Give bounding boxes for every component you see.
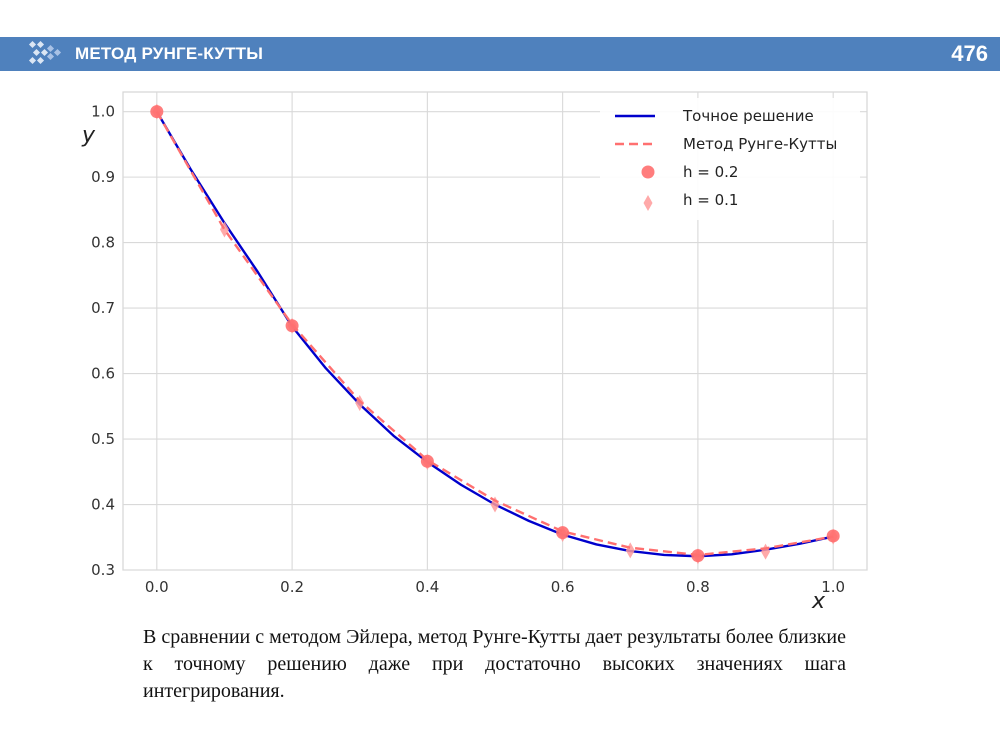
runge-kutta-dashed-line: [155, 111, 834, 557]
y-tick-label: 0.6: [91, 365, 115, 383]
x-tick-label: 0.0: [145, 578, 169, 596]
x-tick-label: 1.0: [821, 578, 845, 596]
y-tick-label: 0.5: [91, 430, 115, 448]
legend-h02-swatch: [641, 165, 655, 179]
y-tick-label: 1.0: [91, 103, 115, 121]
caption-text: В сравнении с методом Эйлера, метод Рунг…: [143, 626, 846, 702]
legend-label: h = 0.1: [683, 191, 738, 209]
x-tick-label: 0.4: [415, 578, 439, 596]
legend-label: h = 0.2: [683, 163, 738, 181]
arrow-dots-logo-icon: [28, 40, 62, 65]
y-tick-label: 0.3: [91, 561, 115, 579]
line-chart: 0.0 0.2 0.4 0.6 0.8 1.0 0.3 0.4 0.5 0.6 0.7 0.8 0.9 1…: [81, 91, 868, 614]
section-title: МЕТОД РУНГЕ-КУТТЫ: [75, 44, 264, 63]
y-tick-label: 0.9: [91, 168, 115, 186]
legend-label: Метод Рунге-Кутты: [683, 135, 837, 153]
legend-h01-swatch: [643, 195, 653, 211]
legend-box: [600, 98, 860, 220]
y-tick-label: 0.4: [91, 496, 115, 514]
x-tick-label: 0.2: [280, 578, 304, 596]
x-tick-label: 0.6: [551, 578, 575, 596]
section-header-bar: МЕТОД РУНГЕ-КУТТЫ 476: [0, 37, 1000, 71]
h02-circle-marker: [826, 529, 840, 543]
x-tick-label: 0.8: [686, 578, 710, 596]
x-axis-label: x: [811, 589, 826, 614]
page-number: 476: [951, 41, 988, 66]
y-tick-label: 0.7: [91, 299, 115, 317]
legend-label: Точное решение: [682, 107, 814, 125]
y-tick-label: 0.8: [91, 234, 115, 252]
chart-container: 0.0 0.2 0.4 0.6 0.8 1.0 0.3 0.4 0.5 0.6 0.7 0.8 0.9 1…: [0, 80, 1000, 620]
y-axis-label: y: [81, 123, 96, 148]
